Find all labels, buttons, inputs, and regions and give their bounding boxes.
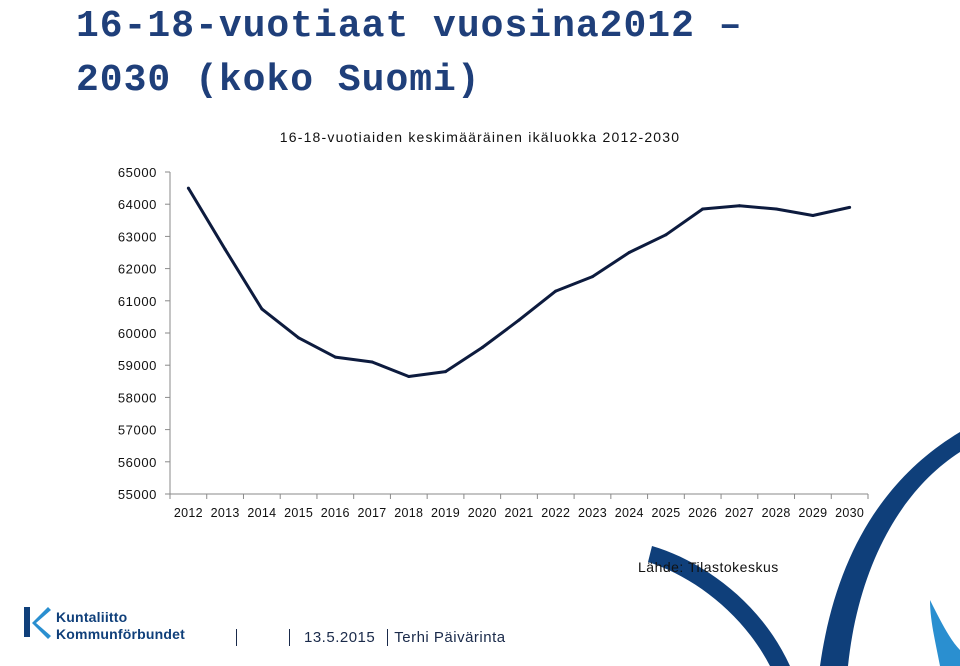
x-tick-label: 2014	[247, 506, 276, 520]
slide-title-line1: 16-18-vuotiaat vuosina2012 –	[76, 5, 743, 48]
data-point	[297, 336, 301, 340]
chart: 16-18-vuotiaiden keskimääräinen ikäluokk…	[118, 129, 869, 520]
data-point	[590, 275, 594, 279]
footer-author: Terhi Päivärinta	[394, 628, 506, 646]
data-point	[260, 307, 264, 311]
data-point	[186, 186, 190, 190]
data-point	[774, 207, 778, 211]
data-point	[370, 360, 374, 364]
data-point	[701, 207, 705, 211]
x-tick-label: 2029	[798, 506, 827, 520]
x-tick-label: 2023	[578, 506, 607, 520]
x-tick-label: 2017	[358, 506, 387, 520]
y-tick-label: 59000	[118, 358, 157, 373]
kuntaliitto-logo: Kuntaliitto Kommunförbundet	[22, 603, 192, 645]
x-tick-label: 2013	[211, 506, 240, 520]
y-axis: 55000 56000 57000 58000 59000 60000 61000 62000…	[118, 165, 171, 502]
x-axis: 2012 2013 2014 2015 2016 2017 2018 2019 2020 2021…	[169, 493, 869, 520]
x-tick-label: 2027	[725, 506, 754, 520]
footer-date: 13.5.2015	[304, 628, 376, 646]
y-tick-label: 61000	[118, 294, 157, 309]
data-point	[407, 374, 411, 378]
series-group	[186, 186, 852, 378]
y-tick-label: 55000	[118, 487, 157, 502]
y-tick-label: 65000	[118, 165, 157, 180]
data-point	[223, 247, 227, 251]
slide-title: 16-18-vuotiaat vuosina2012 – 2030 (koko …	[76, 0, 836, 108]
source-label: Lähde: Tilastokeskus	[638, 559, 779, 575]
y-tick-label: 56000	[118, 455, 157, 470]
data-point	[554, 289, 558, 293]
x-tick-label: 2028	[762, 506, 791, 520]
chart-svg: 16-18-vuotiaiden keskimääräinen ikäluokk…	[118, 129, 869, 520]
data-point	[811, 213, 815, 217]
slide-title-line2: 2030 (koko Suomi)	[76, 59, 481, 102]
x-tick-label: 2021	[504, 506, 533, 520]
data-point	[517, 318, 521, 322]
data-point	[444, 370, 448, 374]
y-tick-label: 64000	[118, 197, 157, 212]
y-tick-label: 60000	[118, 326, 157, 341]
x-tick-label: 2024	[615, 506, 644, 520]
footer-separator	[289, 628, 290, 646]
x-tick-label: 2012	[174, 506, 203, 520]
x-tick-label: 2019	[431, 506, 460, 520]
data-point	[627, 251, 631, 254]
x-tick-label: 2015	[284, 506, 313, 520]
x-tick-label: 2030	[835, 506, 864, 520]
logo-text-line2: Kommunförbundet	[56, 626, 185, 642]
y-tick-label: 63000	[118, 229, 157, 244]
footer-separator	[236, 628, 237, 646]
x-tick-label: 2018	[394, 506, 423, 520]
data-point	[664, 233, 668, 237]
kuntaliitto-logo-icon	[24, 607, 51, 639]
data-point	[848, 205, 852, 209]
data-point	[480, 345, 484, 349]
y-tick-label: 62000	[118, 262, 157, 277]
series-line	[187, 187, 850, 378]
x-tick-label: 2022	[541, 506, 570, 520]
x-tick-label: 2025	[651, 506, 680, 520]
x-tick-label: 2016	[321, 506, 350, 520]
footer-bar: 13.5.2015 Terhi Päivärinta	[230, 627, 506, 647]
footer-separator	[387, 628, 389, 646]
x-tick-label: 2026	[688, 506, 717, 520]
x-tick-label: 2020	[468, 506, 497, 520]
y-tick-label: 57000	[118, 423, 157, 438]
data-point	[333, 355, 337, 359]
y-tick-label: 58000	[118, 390, 157, 405]
logo-text-line1: Kuntaliitto	[56, 609, 128, 625]
chart-title: 16-18-vuotiaiden keskimääräinen ikäluokk…	[280, 129, 681, 145]
data-point	[737, 204, 741, 208]
